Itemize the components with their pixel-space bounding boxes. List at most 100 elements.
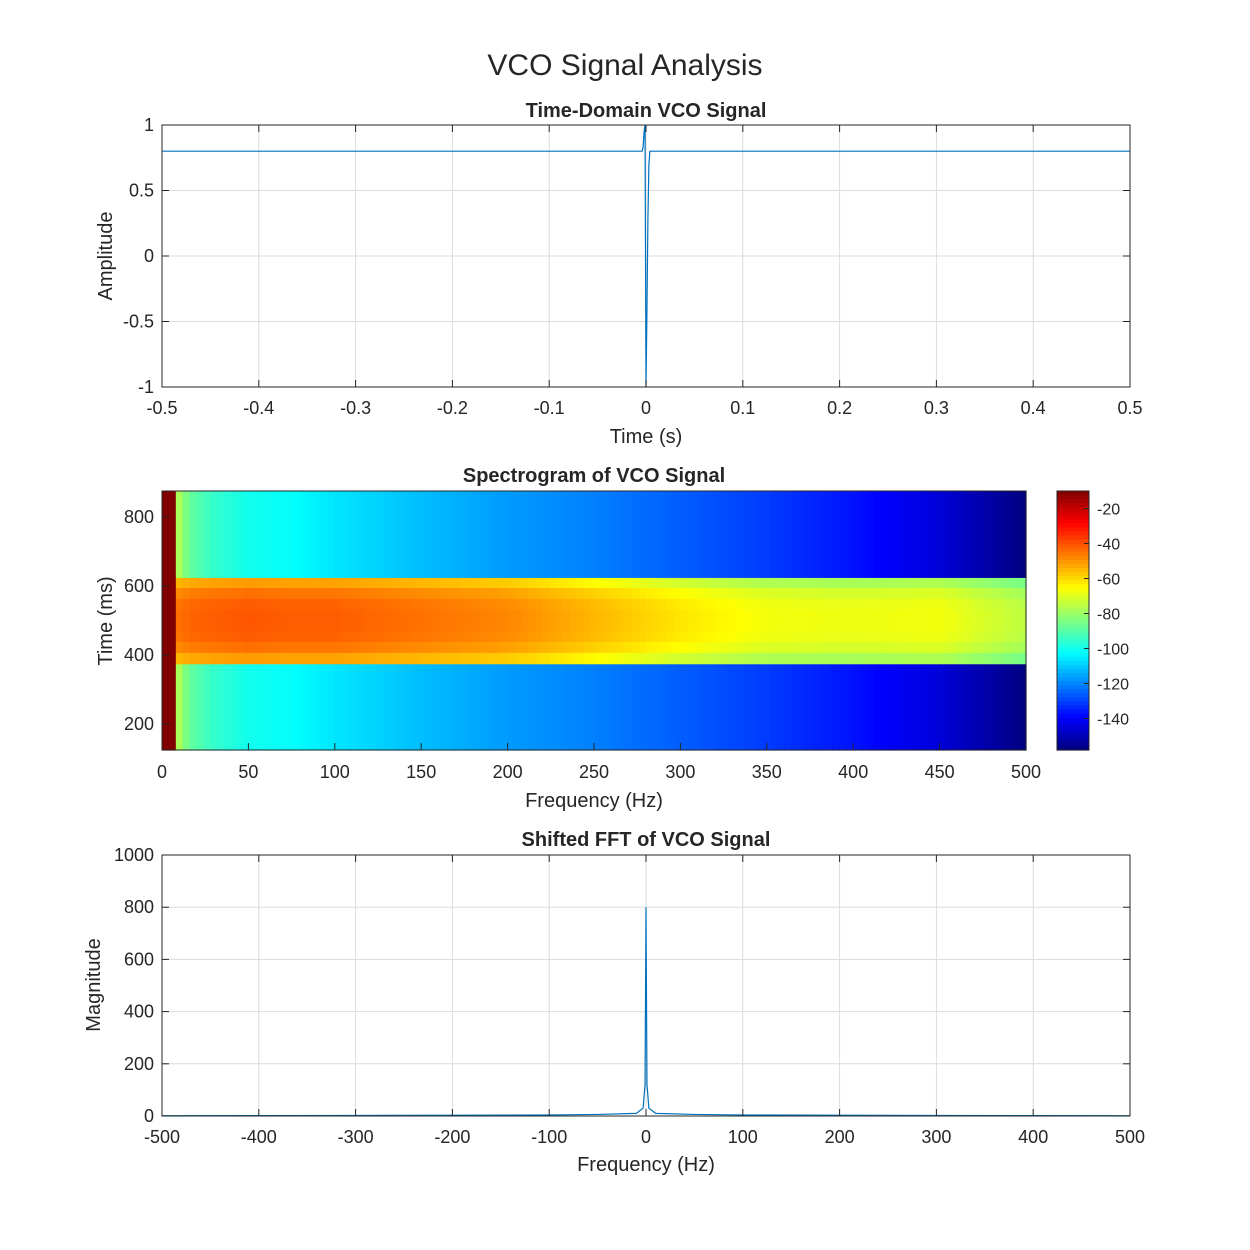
panel-spectrogram: 0 50 100 150 200 250 300 350 400 450 500 200 400 600 8… [95,465,1129,812]
spectrogram-cell [466,642,474,654]
spectrogram-cell [984,620,993,632]
spectrogram-cell [410,491,419,578]
spectrogram-cell [659,609,668,622]
spectrogram-cell [880,631,889,643]
spectrogram-cell [438,577,446,589]
spectrogram-cell [963,620,972,632]
spectrogram-cell [597,588,605,600]
spectrogram-cell [666,652,675,665]
spectrogram-cell [479,491,488,578]
fft-x-tick-label: 100 [728,1127,758,1147]
spectrogram-cell [839,577,847,589]
spectrogram-cell [825,577,834,589]
spectrogram-cell [860,577,868,589]
spectrogram-cell [258,491,267,578]
spectrogram-cell [611,652,619,665]
spectrogram-cell [735,577,744,589]
colorbar-tick-label: -40 [1097,537,1120,554]
spectrogram-cell [590,620,599,632]
spectrogram-cell [873,598,882,611]
spectrogram-cell [673,642,681,654]
spectrogram-cell [362,577,370,589]
spectrogram-cell [210,588,218,600]
spectrogram-cell [576,642,585,654]
spectrogram-cell [424,642,433,654]
spectrogram-cell [175,663,184,751]
spectrogram-cell [376,577,384,589]
spectrogram-cell [376,609,384,622]
spectrogram-cell [963,663,972,751]
spectrogram-cell [507,663,516,751]
spectrogram-cell [507,631,516,643]
colorbar-segment [1057,705,1089,711]
spectrogram-cell [355,598,364,611]
spectrogram-cell [175,577,184,589]
spectrogram-cell [203,598,211,611]
spectrogram-cell [459,609,467,622]
time-x-axis-label: Time (s) [610,426,683,448]
spectrogram-cell [818,652,827,665]
spectrogram-cell [929,491,937,578]
spectrogram-cell [984,577,993,589]
spectrogram-cell [569,588,578,600]
spectrogram-cell [431,588,440,600]
spectrogram-cell [507,588,516,600]
spectrogram-cell [327,598,336,611]
spectrogram-cell [238,620,246,632]
spectrogram-cell [514,642,523,654]
spectrogram-cell [1012,652,1020,665]
spectrogram-cell [390,652,398,665]
spectrogram-cell [397,588,405,600]
spectrogram-cell [362,491,370,578]
spectrogram-cell [286,609,294,622]
spectrogram-cell [403,588,412,600]
spectrogram-cell [659,620,668,632]
spectrogram-cell [542,663,550,751]
spectrogram-cell [853,609,861,622]
fft-x-tick-label: 400 [1018,1127,1048,1147]
spectrogram-cell [445,588,453,600]
spectrogram-cell [860,663,868,751]
spectrogram-cell [403,491,412,578]
spectrogram-cell [521,642,529,654]
spectrogram-cell [604,609,612,622]
spectrogram-cell [583,663,592,751]
spectrogram-cell [638,642,647,654]
spectrogram-cell [832,598,840,611]
spectrogram-cell [666,620,675,632]
spectrogram-cell [901,598,910,611]
spectrogram-cell [383,598,391,611]
spectrogram-cell [873,491,882,578]
spectrogram-cell [701,663,709,751]
spectrogram-cell [320,663,329,751]
spectrogram-cell [162,577,170,589]
spectrogram-cell [334,642,343,654]
spectrogram-cell [694,577,702,589]
spectrogram-cell [652,652,661,665]
spectrogram-cell [597,609,605,622]
fft-x-tick-label: 300 [921,1127,951,1147]
spectrogram-cell [500,631,509,643]
spectrogram-cell [493,663,502,751]
spectrogram-cell [341,491,350,578]
spectrogram-cell [984,609,993,622]
spectrogram-cell [763,598,771,611]
spectrogram-cell [611,577,619,589]
spectrogram-cell [873,577,882,589]
spectrogram-cell [403,631,412,643]
spectrogram-cell [569,577,578,589]
spectrogram-cell [493,577,502,589]
spectrogram-cell [583,588,592,600]
spectrogram-cell [797,598,806,611]
spectrogram-cell [659,588,668,600]
spectrogram-cell [355,577,364,589]
spectrogram-cell [632,652,640,665]
spectrogram-cell [182,642,191,654]
colorbar-segment [1057,555,1089,561]
spectrogram-cell [473,652,481,665]
spectrogram-cell [811,609,820,622]
spectrogram-cell [853,588,861,600]
spectrogram-cell [410,577,419,589]
spectrogram-cell [265,588,274,600]
spectrogram-cell [182,609,191,622]
